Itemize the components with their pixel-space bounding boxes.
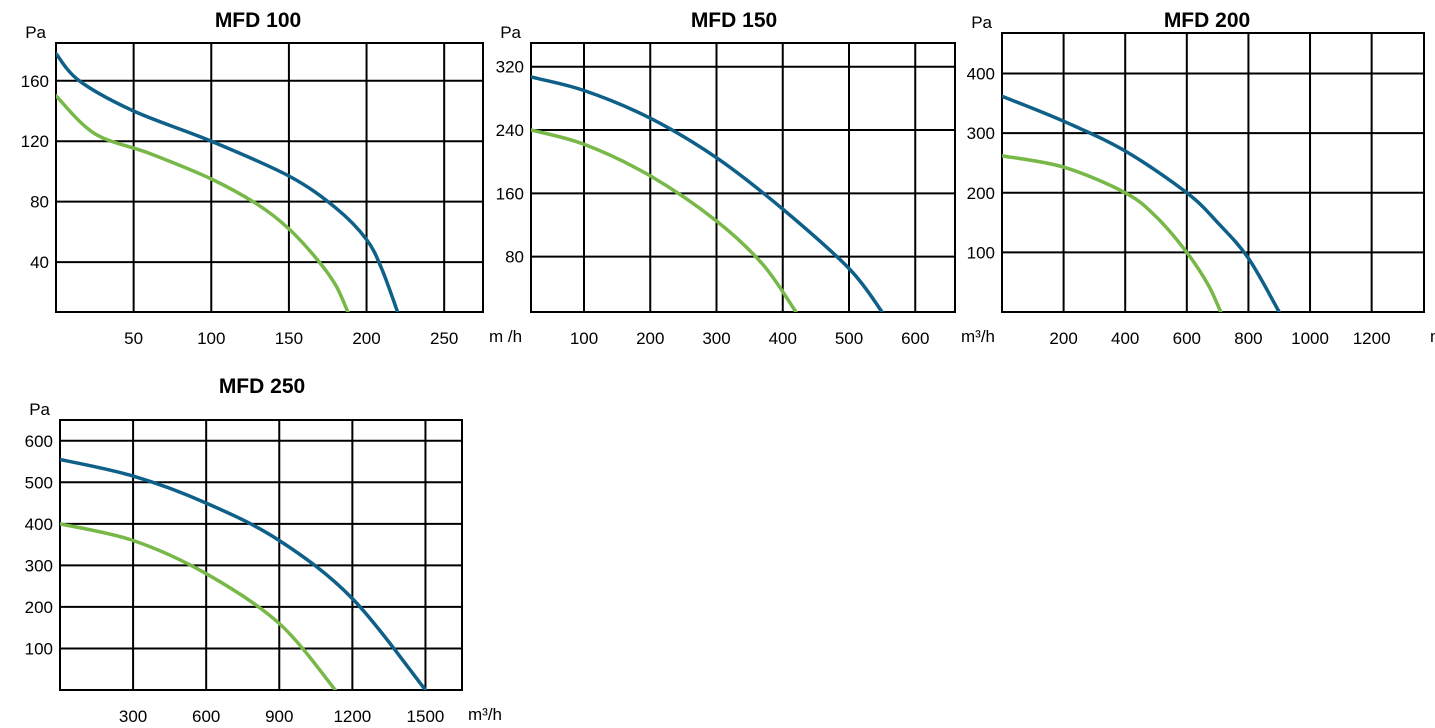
y-tick-label: 600 <box>25 432 53 451</box>
series-line-blue <box>1002 94 1281 312</box>
y-tick-label: 400 <box>967 65 995 84</box>
x-tick-label: 300 <box>702 329 730 348</box>
x-tick-label: 300 <box>119 707 147 726</box>
y-tick-label: 80 <box>505 248 524 267</box>
x-tick-label: 50 <box>124 329 143 348</box>
y-tick-label: 160 <box>496 184 524 203</box>
y-tick-label: 240 <box>496 121 524 140</box>
chart-3: MFD 250 300 600 900 1200 1500 100 200 300 400 500 6… <box>25 375 502 726</box>
chart-2: MFD 200 200 400 600 800 1000 1200 100 200 300 400 P… <box>967 9 1435 348</box>
x-tick-label: 1000 <box>1291 329 1329 348</box>
plot-frame <box>59 419 463 691</box>
x-tick-label: 600 <box>192 707 220 726</box>
y-tick-label: 320 <box>496 58 524 77</box>
chart-0: MFD 100 50 100 150 200 250 40 80 120 160 Pa m /h <box>21 9 522 348</box>
x-tick-label: 500 <box>835 329 863 348</box>
y-tick-label: 120 <box>21 132 49 151</box>
x-tick-label: 200 <box>636 329 664 348</box>
y-tick-label: 40 <box>30 253 49 272</box>
x-tick-label: 400 <box>1111 329 1139 348</box>
series-line-green <box>531 128 798 312</box>
x-tick-label: 1200 <box>1353 329 1391 348</box>
y-tick-label: 200 <box>25 598 53 617</box>
series-line-green <box>60 522 338 690</box>
series-line-green <box>1002 154 1223 312</box>
y-axis-label: Pa <box>971 13 992 32</box>
y-tick-label: 80 <box>30 193 49 212</box>
chart-title: MFD 100 <box>215 9 301 32</box>
y-tick-label: 300 <box>25 556 53 575</box>
x-tick-label: 100 <box>197 329 225 348</box>
x-tick-label: 250 <box>430 329 458 348</box>
x-tick-label: 600 <box>1173 329 1201 348</box>
series-line-blue <box>56 51 400 312</box>
y-axis-label: Pa <box>500 23 521 42</box>
x-axis-label: m /h <box>489 327 522 346</box>
x-tick-label: 150 <box>275 329 303 348</box>
y-axis-label: Pa <box>25 23 46 42</box>
y-tick-label: 200 <box>967 184 995 203</box>
x-tick-label: 900 <box>265 707 293 726</box>
x-tick-label: 1200 <box>333 707 371 726</box>
series-line-green <box>56 94 350 312</box>
plot-frame <box>1001 32 1425 313</box>
y-tick-label: 500 <box>25 473 53 492</box>
y-axis-label: Pa <box>29 400 50 419</box>
chart-title: MFD 200 <box>1164 9 1250 32</box>
x-axis-label: m³/h <box>961 327 995 346</box>
x-tick-label: 200 <box>352 329 380 348</box>
x-tick-label: 800 <box>1234 329 1262 348</box>
x-axis-label: m³/h <box>468 705 502 724</box>
y-tick-label: 400 <box>25 515 53 534</box>
x-tick-label: 400 <box>769 329 797 348</box>
series-line-blue <box>60 457 428 690</box>
chart-1: MFD 150 100 200 300 400 500 600 80 160 240 320 Pa m³… <box>496 9 995 348</box>
x-tick-label: 200 <box>1049 329 1077 348</box>
series-line-blue <box>531 75 884 312</box>
y-tick-label: 100 <box>967 243 995 262</box>
plot-frame <box>530 42 956 313</box>
chart-title: MFD 150 <box>691 9 777 32</box>
x-tick-label: 1500 <box>407 707 445 726</box>
y-tick-label: 160 <box>21 72 49 91</box>
chart-title: MFD 250 <box>219 375 305 398</box>
y-tick-label: 300 <box>967 124 995 143</box>
x-tick-label: 100 <box>570 329 598 348</box>
x-tick-label: 600 <box>901 329 929 348</box>
x-axis-label: m³/h <box>1430 327 1435 346</box>
plot-frame <box>55 42 484 313</box>
y-tick-label: 100 <box>25 639 53 658</box>
